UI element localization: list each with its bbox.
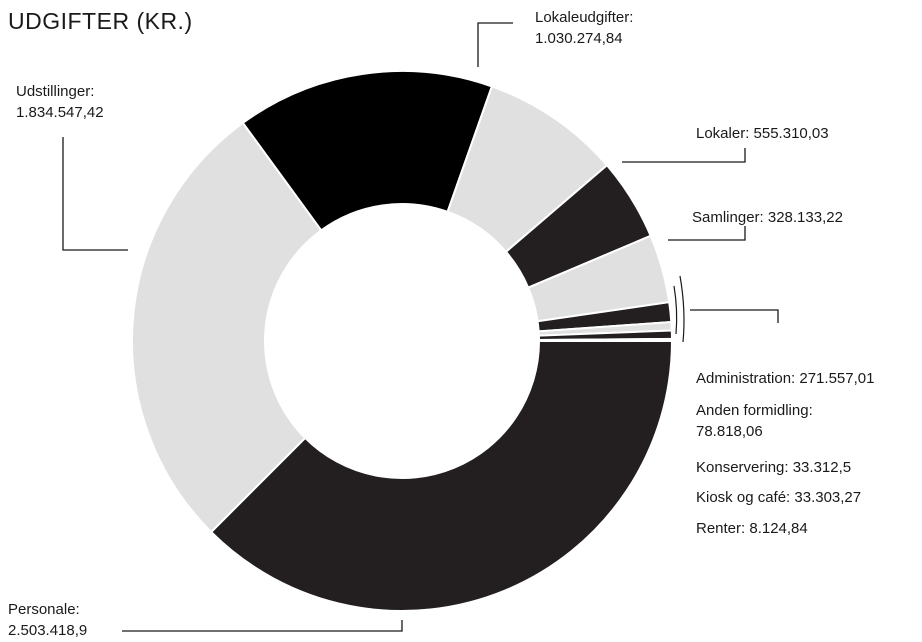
label-value: 2.503.418,9 xyxy=(8,622,88,639)
chart-title: UDGIFTER (KR.) xyxy=(8,8,193,34)
small-slices-bracket xyxy=(673,275,685,343)
leader-line-personale xyxy=(122,620,403,632)
label-value: 78.818,06 xyxy=(696,423,763,440)
slice-personale xyxy=(209,340,674,612)
label-name: Personale: xyxy=(8,601,80,618)
label-lokaleudgifter: Lokaleudgifter: 1.030.274,84 xyxy=(535,7,633,49)
label-renter: Renter: 8.124,84 xyxy=(696,520,808,537)
label-name: Udstillinger: xyxy=(16,83,95,100)
leader-line-lokaleudgifter xyxy=(477,22,513,67)
label-konservering: Konservering: 33.312,5 xyxy=(696,459,852,476)
leader-line-small-slices xyxy=(690,309,779,323)
leader-line-samlinger xyxy=(668,226,746,241)
leader-line-lokaler xyxy=(622,148,746,163)
label-value: 1.834.547,42 xyxy=(16,104,104,121)
label-administration: Administration: 271.557,01 xyxy=(696,370,875,387)
label-samlinger: Samlinger: 328.133,22 xyxy=(692,209,843,226)
leader-line-udstillinger xyxy=(62,137,128,251)
slice-renter xyxy=(537,337,674,342)
slice-lokaleudgifter xyxy=(241,70,494,232)
label-anden-formidling: Anden formidling: 78.818,06 xyxy=(696,400,813,442)
label-name: Lokaleudgifter: xyxy=(535,9,634,26)
bracket-outer xyxy=(679,275,685,343)
label-personale: Personale: 2.503.418,9 xyxy=(8,599,87,641)
label-kiosk-og-cafe: Kiosk og café: 33.303,27 xyxy=(696,489,862,506)
donut-slices xyxy=(131,70,674,612)
leader-lines xyxy=(62,22,779,632)
label-lokaler: Lokaler: 555.310,03 xyxy=(696,125,829,142)
label-name: Anden formidling: xyxy=(696,402,813,419)
label-udstillinger: Udstillinger: 1.834.547,42 xyxy=(16,81,104,123)
label-value: 1.030.274,84 xyxy=(535,30,623,47)
bracket-inner xyxy=(673,285,678,335)
slice-udstillinger xyxy=(131,121,323,534)
